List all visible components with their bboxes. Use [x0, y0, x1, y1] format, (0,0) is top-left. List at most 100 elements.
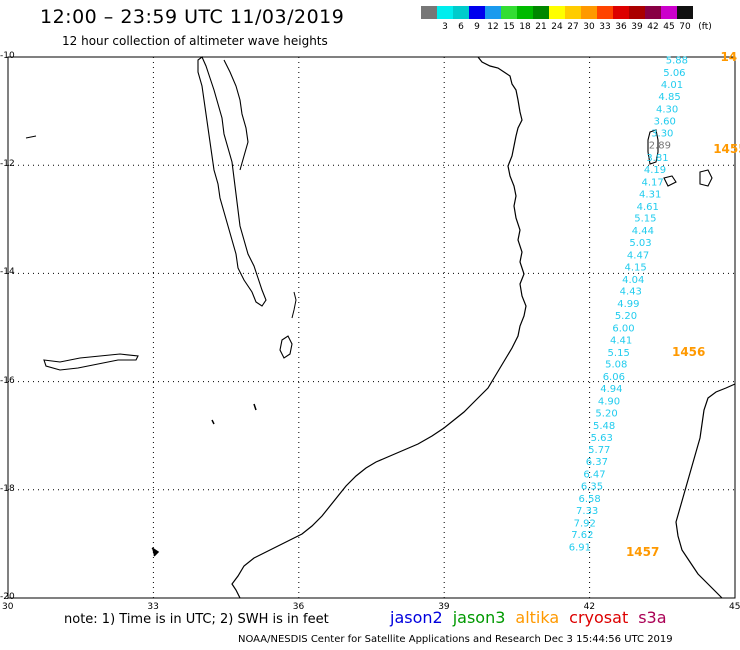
wave-height-value: 3.81: [646, 153, 668, 164]
satellite-label-jason2: jason2: [390, 608, 443, 627]
wave-height-value: 4.17: [641, 177, 663, 188]
wave-height-value: 5.20: [595, 408, 617, 419]
legend-label: 45: [663, 22, 675, 32]
legend-swatch: [597, 6, 613, 19]
wave-height-value: 6.00: [612, 324, 634, 335]
wave-height-value: 7.92: [574, 518, 596, 529]
lon-tick-label: 39: [438, 602, 450, 612]
legend-label: 70: [679, 22, 691, 32]
legend-label: 15: [503, 22, 515, 32]
lake-malawi-outline: [197, 56, 267, 307]
wave-height-value: 4.19: [644, 165, 666, 176]
africa-coastline: [231, 56, 527, 599]
wave-height-value: 5.03: [629, 238, 651, 249]
legend-label: 12: [487, 22, 499, 32]
wave-height-value: 7.62: [571, 530, 593, 541]
legend-swatch: [501, 6, 517, 19]
wave-height-value: 4.47: [627, 250, 649, 261]
color-legend-labels: 3 6 9 12 15 18 21 24 27 30 33 36 39 42 45 70 (ft): [421, 22, 740, 34]
legend-swatch: [533, 6, 549, 19]
legend-swatch: [613, 6, 629, 19]
legend-label: 42: [647, 22, 659, 32]
wave-height-value: 3.60: [654, 116, 676, 127]
wave-height-value: 4.94: [600, 384, 622, 395]
satellite-label-cryosat: cryosat: [569, 608, 629, 627]
legend-swatch: [517, 6, 533, 19]
madagascar-coastline: [675, 383, 736, 599]
wave-height-value: 4.44: [632, 226, 654, 237]
wave-height-value: 5.63: [591, 433, 613, 444]
satellite-legend: jason2 jason3 altika cryosat s3a: [390, 608, 677, 627]
wave-height-value: 4.31: [639, 189, 661, 200]
wave-height-value: 2.89: [649, 141, 671, 152]
legend-unit: (ft): [698, 22, 712, 32]
legend-swatch: [677, 6, 693, 19]
wave-height-value: 5.06: [663, 68, 685, 79]
lake-malawi-east-shore: [223, 59, 249, 171]
legend-swatch: [549, 6, 565, 19]
legend-label: 18: [519, 22, 531, 32]
wave-height-value: 7.33: [576, 506, 598, 517]
chart-subtitle: 12 hour collection of altimeter wave hei…: [62, 34, 328, 48]
lon-tick-label: 45: [729, 602, 740, 612]
map-marker-small-2: [253, 403, 257, 411]
pass-time-label: 1457: [626, 545, 659, 559]
wave-height-value: 4.30: [656, 104, 678, 115]
moheli-island: [663, 175, 677, 187]
map-marker-small-3: [211, 419, 215, 425]
legend-swatch: [421, 6, 437, 19]
legend-label: 33: [599, 22, 611, 32]
small-lake-outline: [279, 335, 293, 359]
lon-tick-label: 42: [583, 602, 596, 612]
shire-river: [291, 291, 297, 319]
note-text: note: 1) Time is in UTC; 2) SWH is in fe…: [64, 612, 329, 627]
wave-height-value: 4.41: [610, 335, 632, 346]
time-labels: 14 1455 1456 1457: [626, 50, 740, 559]
lat-tick-label: -18: [0, 483, 15, 494]
wave-height-value: 4.85: [658, 92, 680, 103]
map-grid: [8, 57, 735, 598]
pass-time-label: 14: [720, 50, 737, 64]
wave-height-value: 6.91: [569, 543, 591, 554]
lat-tick-label: -10: [0, 51, 15, 61]
wave-height-value: 5.15: [608, 348, 630, 359]
legend-swatch: [485, 6, 501, 19]
lat-tick-label: -16: [0, 375, 15, 386]
lon-tick-label: 33: [147, 602, 159, 612]
legend-swatch: [565, 6, 581, 19]
wave-height-points: 5.885.064.014.854.303.60 3.302.893.814.19…: [569, 56, 688, 554]
color-legend: [421, 6, 693, 19]
legend-swatch: [453, 6, 469, 19]
satellite-label-jason3: jason3: [452, 608, 506, 627]
footer-credit: NOAA/NESDIS Center for Satellite Applica…: [238, 634, 673, 645]
wave-height-value: 5.15: [634, 214, 656, 225]
wave-height-value: 4.90: [598, 397, 620, 408]
wave-height-value: 4.43: [620, 287, 642, 298]
wave-height-value: 4.04: [622, 275, 644, 286]
lat-tick-label: -14: [0, 267, 15, 278]
wave-height-value: 4.61: [637, 202, 659, 213]
wave-height-value: 6.47: [583, 470, 605, 481]
wave-height-value: 6.37: [586, 457, 608, 468]
wave-height-value: 6.58: [578, 494, 600, 505]
wave-height-value: 5.77: [588, 445, 610, 456]
legend-swatch: [661, 6, 677, 19]
legend-label: 3: [442, 22, 448, 32]
legend-label: 36: [615, 22, 627, 32]
legend-swatch: [437, 6, 453, 19]
wave-height-value: 5.88: [666, 56, 688, 67]
satellite-label-s3a: s3a: [638, 608, 667, 627]
legend-label: 27: [567, 22, 579, 32]
wave-height-value: 6.06: [603, 372, 625, 383]
wave-height-value: 4.99: [617, 299, 639, 310]
anjouan-island: [699, 169, 713, 187]
wave-height-value: 5.08: [605, 360, 627, 371]
legend-swatch: [645, 6, 661, 19]
chart-title: 12:00 – 23:59 UTC 11/03/2019: [40, 6, 345, 28]
wave-height-value: 5.20: [615, 311, 637, 322]
wave-height-value: 6.35: [581, 481, 603, 492]
lon-tick-label: 30: [2, 602, 14, 612]
legend-label: 30: [583, 22, 595, 32]
legend-label: 24: [551, 22, 563, 32]
